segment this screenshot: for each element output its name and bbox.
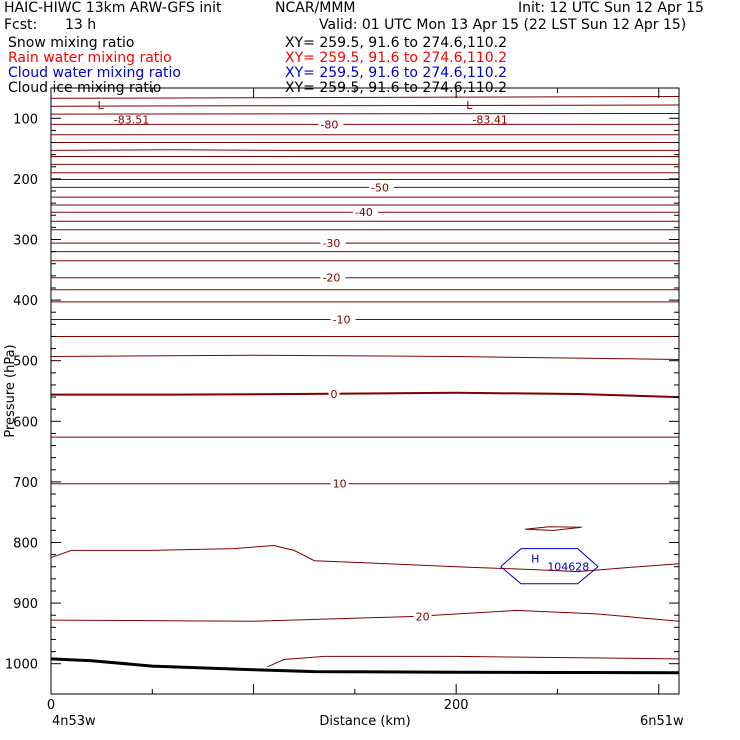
contour-line xyxy=(50,149,679,151)
field-snow-xy: XY= 259.5, 91.6 to 274.6,110.2 xyxy=(285,35,508,51)
isotherm-label-bg xyxy=(320,237,346,250)
y-tick-label: 400 xyxy=(13,294,38,309)
y-tick-label: 1000 xyxy=(5,658,38,673)
isotherm-label: -40 xyxy=(352,206,378,219)
contour-labels: -80 -50 -40 -30 -20 -10 0 10 20 L -83.51 L -83.41 H 10… xyxy=(98,99,590,623)
cloud-water-contour xyxy=(500,548,599,585)
isotherm-line xyxy=(267,655,680,668)
isotherm-label-bg xyxy=(413,610,432,623)
small-closed-contour xyxy=(524,526,582,531)
x-tick-label: 200 xyxy=(444,698,469,713)
isotherm-label-bg xyxy=(352,206,378,219)
field-rain-xy: XY= 259.5, 91.6 to 274.6,110.2 xyxy=(285,50,508,66)
contour-lines xyxy=(50,96,680,675)
isotherm-label: 10 xyxy=(330,477,349,491)
field-snow-name: Snow mixing ratio xyxy=(8,35,135,51)
plot-frame xyxy=(50,87,680,695)
model-title: HAIC-HIWC 13km ARW-GFS init xyxy=(4,0,222,16)
field-cloudwater-xy: XY= 259.5, 91.6 to 274.6,110.2 xyxy=(285,65,508,81)
isotherm-label: 0 xyxy=(328,387,340,401)
isotherm-label-text: -10 xyxy=(333,313,351,326)
extremum-label: L xyxy=(98,99,105,112)
y-tick-label: 600 xyxy=(13,415,38,430)
contour-line xyxy=(50,96,680,99)
extremum-label: H xyxy=(531,552,539,565)
valid-time: Valid: 01 UTC Mon 13 Apr 15 (22 LST Sun … xyxy=(319,17,687,33)
isotherm-label-text: -30 xyxy=(322,237,340,250)
isotherm-label-text: 10 xyxy=(333,478,347,491)
x-end-label: 6n51w xyxy=(640,714,684,729)
forecast-label: Fcst: xyxy=(4,17,38,33)
isotherm-label-bg xyxy=(318,118,344,131)
isotherm-label-bg xyxy=(320,271,346,284)
isotherm-line xyxy=(50,544,680,573)
isotherm-line xyxy=(50,609,680,622)
extremum-label: L xyxy=(466,99,473,112)
extremum-label: 104628 xyxy=(547,561,589,574)
extremum-label: -83.41 xyxy=(472,114,507,127)
forecast-value: 13 h xyxy=(65,17,97,33)
isotherm-label-text: 20 xyxy=(416,610,430,623)
contour-line xyxy=(50,113,680,115)
y-tick-label: 100 xyxy=(13,112,38,127)
isotherm-label-bg xyxy=(330,313,356,326)
isotherm-label-bg xyxy=(328,387,340,400)
isotherm-label: -30 xyxy=(320,237,346,250)
y-tick-label: 500 xyxy=(13,355,38,370)
isotherm-label-text: -20 xyxy=(322,272,340,285)
init-time: Init: 12 UTC Sun 12 Apr 15 xyxy=(518,0,704,16)
x-axis-label: Distance (km) xyxy=(319,714,410,729)
x-start-label: 4n53w xyxy=(52,714,96,729)
isotherm-label-text: 0 xyxy=(331,388,338,401)
contour-line xyxy=(50,104,680,107)
isotherm-label: -80 xyxy=(318,118,344,131)
isotherm-line xyxy=(51,391,680,399)
isotherm-label: -20 xyxy=(320,271,346,285)
field-rain-name: Rain water mixing ratio xyxy=(8,50,172,66)
contour-line xyxy=(50,354,680,360)
extremum-label: -83.51 xyxy=(114,114,149,127)
isotherm-label: 20 xyxy=(413,610,432,623)
y-tick-label: 300 xyxy=(13,234,38,249)
isotherm-label-text: -40 xyxy=(355,206,373,219)
y-tick-label: 200 xyxy=(13,173,38,188)
x-tick-label: 0 xyxy=(47,698,55,713)
y-axis-label: Pressure (hPa) xyxy=(3,344,18,437)
isotherm-label: -10 xyxy=(330,313,356,326)
isotherm-label-bg xyxy=(369,181,395,194)
y-tick-label: 700 xyxy=(13,476,38,491)
y-tick-label: 800 xyxy=(13,537,38,552)
org-label: NCAR/MMM xyxy=(275,0,356,16)
field-cloudwater-name: Cloud water mixing ratio xyxy=(8,65,181,81)
terrain-line xyxy=(50,657,680,675)
y-tick-label: 900 xyxy=(13,597,38,612)
isotherm-label-bg xyxy=(330,477,349,490)
isotherm-label-text: -50 xyxy=(371,181,389,194)
isotherm-label: -50 xyxy=(369,181,395,194)
isotherm-label-text: -80 xyxy=(320,118,338,131)
